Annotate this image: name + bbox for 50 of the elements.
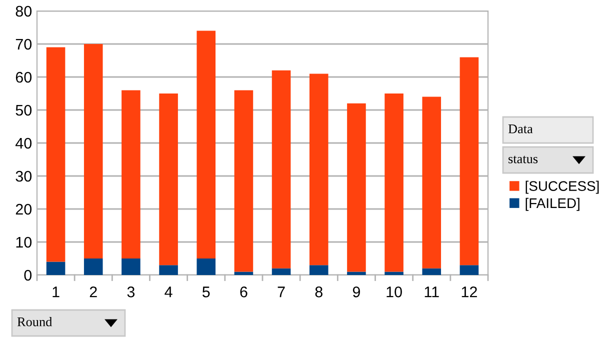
bar [84,258,103,275]
y-tick-label: 0 [24,270,32,281]
x-tick-label: 3 [127,286,135,298]
bar [347,272,366,275]
y-tick-label: 30 [16,170,32,182]
legend-label: [SUCCESS] [526,180,599,194]
x-tick-label: 6 [240,286,248,298]
bar [122,258,140,275]
x-tick-label: 9 [352,286,360,298]
y-tick-label: 80 [16,6,32,17]
x-tick-label: 5 [202,286,210,298]
bar [46,262,66,275]
bar [347,103,366,272]
text: status [508,156,538,164]
bar [159,94,178,266]
bar [234,272,254,275]
x-tick-label: 10 [386,286,402,298]
text: Data [508,124,533,134]
y-tick-label: 40 [16,138,32,149]
y-tick-label: 70 [16,38,32,50]
bar [196,258,216,275]
x-tick-label: 11 [424,286,439,298]
bar [272,268,291,275]
bar [422,268,442,275]
y-tick-label: 50 [16,104,32,116]
bar [234,90,254,272]
bar [309,74,328,266]
bar [309,265,328,275]
y-tick-label: 60 [16,72,32,83]
x-tick-label: 7 [278,286,285,298]
x-tick-label: 12 [462,286,477,298]
bar [122,90,140,258]
bar [84,44,103,258]
bar [196,30,216,258]
legend-label: [FAILED] [526,198,580,211]
x-tick-label: 4 [164,286,172,298]
x-tick-label: 2 [90,286,97,298]
x-tick-label: 1 [52,286,60,298]
text: Round [17,317,52,326]
bar [384,272,404,275]
bar [460,57,479,266]
bar [384,94,404,272]
bar [272,70,291,268]
bar [46,47,66,262]
y-tick-label: 20 [16,204,32,215]
bar [460,265,479,275]
bar [422,96,442,268]
y-tick-label: 10 [16,236,32,248]
bar [159,265,178,275]
x-tick-label: 8 [315,286,322,298]
